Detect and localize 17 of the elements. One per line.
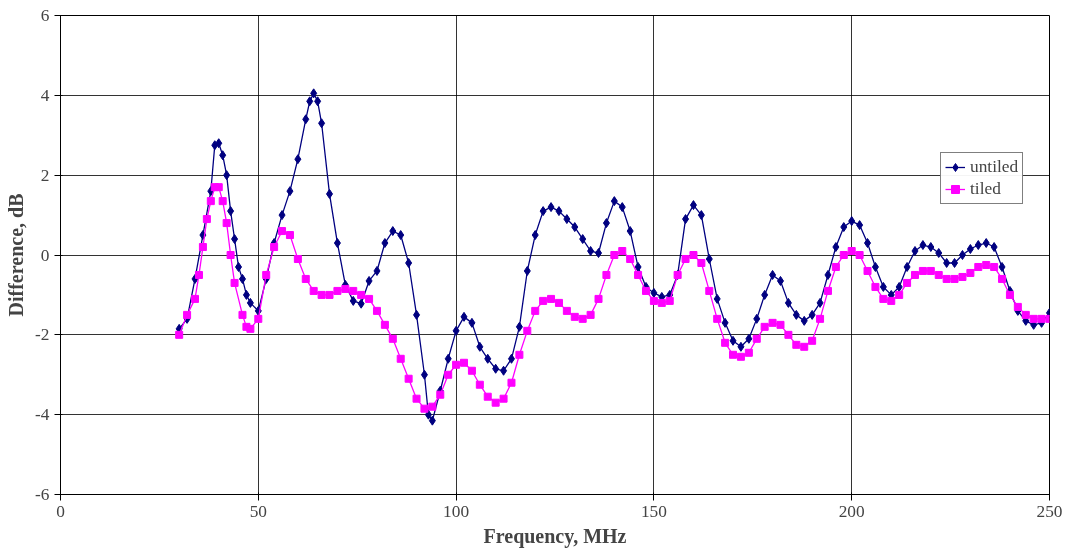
y-tick-label: -4 xyxy=(35,405,50,425)
y-tick-label: -6 xyxy=(35,485,50,504)
x-tick-label: 150 xyxy=(640,501,667,521)
y-tick-label: 4 xyxy=(40,85,50,105)
y-tick-label: -2 xyxy=(35,325,50,345)
x-axis-title: Frequency, MHz xyxy=(483,524,627,548)
x-tick-label: 250 xyxy=(1036,501,1063,521)
x-tick-label: 200 xyxy=(838,501,865,521)
x-tick-label: 100 xyxy=(443,501,470,521)
legend-label: untiled xyxy=(970,157,1019,177)
legend-label: tiled xyxy=(970,179,1001,199)
x-tick-label: 50 xyxy=(249,501,267,521)
y-tick-label: 6 xyxy=(40,6,50,25)
x-tick-label: 0 xyxy=(56,501,65,521)
y-axis-title: Difference, dB xyxy=(5,193,28,317)
y-tick-label: 2 xyxy=(40,165,50,185)
y-tick-label: 0 xyxy=(40,245,50,265)
